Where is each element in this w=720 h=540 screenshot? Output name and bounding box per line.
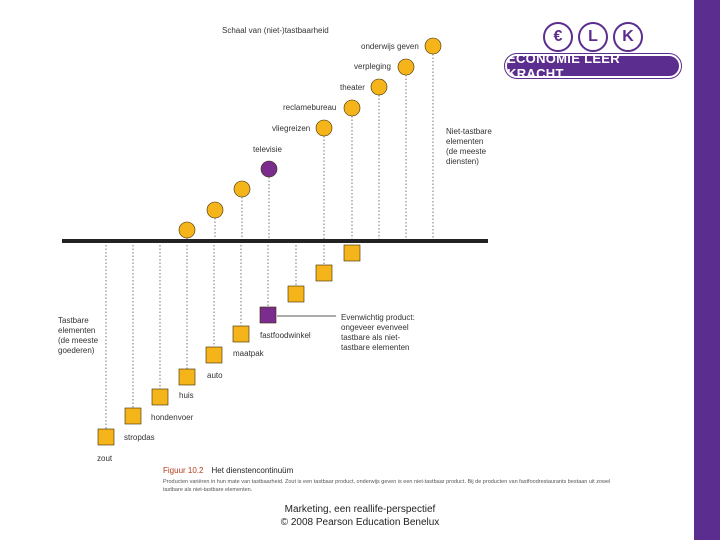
footer-credit: Marketing, een reallife-perspectief © 20…: [280, 504, 440, 528]
tangible-square-marker: [205, 346, 223, 364]
balanced-square-marker: [259, 306, 277, 324]
logo-wordmark: ECONOMIE LEER KRACHT: [504, 51, 682, 81]
tangible-square-marker: [315, 264, 333, 282]
tangible-square-marker: [343, 244, 361, 262]
product-label: reclamebureau: [283, 103, 336, 112]
balanced-product-label: Evenwichtig product: ongeveer evenveel t…: [341, 313, 417, 352]
product-label: huis: [179, 391, 194, 400]
intangible-circle-marker: [206, 201, 224, 219]
intangible-circle-marker: [424, 37, 442, 55]
elk-logo: € L K ECONOMIE LEER KRACHT: [504, 22, 682, 81]
product-label: stropdas: [124, 433, 155, 442]
intangible-label: Niet-tastbare elementen (de meeste diens…: [446, 127, 494, 166]
logo-letter-k: K: [613, 22, 643, 52]
product-label: zout: [97, 454, 113, 463]
tangible-label: Tastbare elementen (de meeste goederen): [58, 316, 100, 355]
product-label: televisie: [253, 145, 282, 154]
intangible-circle-marker: [397, 58, 415, 76]
purple-sidebar: [694, 0, 720, 540]
product-label: verpleging: [354, 62, 391, 71]
scale-title: Schaal van (niet-)tastbaarheid: [222, 26, 329, 35]
logo-letter-euro: €: [543, 22, 573, 52]
tangible-square-marker: [178, 368, 196, 386]
product-label: fastfoodwinkel: [260, 331, 311, 340]
tangible-square-marker: [287, 285, 305, 303]
intangible-circle-marker: [370, 78, 388, 96]
intangible-circle-marker: [178, 221, 196, 239]
product-label: theater: [340, 83, 365, 92]
intangible-circle-marker: [233, 180, 251, 198]
tangible-square-marker: [151, 388, 169, 406]
figure-caption-body: Producten variëren in hun mate van tastb…: [163, 479, 611, 493]
product-label: vliegreizen: [272, 124, 310, 133]
balanced-circle-marker: [260, 160, 278, 178]
product-label: maatpak: [233, 349, 265, 358]
figure-caption-title: Figuur 10.2 Het dienstencontinuüm: [163, 466, 294, 475]
product-label: onderwijs geven: [361, 42, 419, 51]
intangible-circle-marker: [315, 119, 333, 137]
tangible-square-marker: [232, 325, 250, 343]
tangible-square-marker: [97, 428, 115, 446]
intangible-circle-marker: [343, 99, 361, 117]
product-label: auto: [207, 371, 223, 380]
logo-letter-l: L: [578, 22, 608, 52]
tangible-square-marker: [124, 407, 142, 425]
product-label: hondenvoer: [151, 413, 194, 422]
